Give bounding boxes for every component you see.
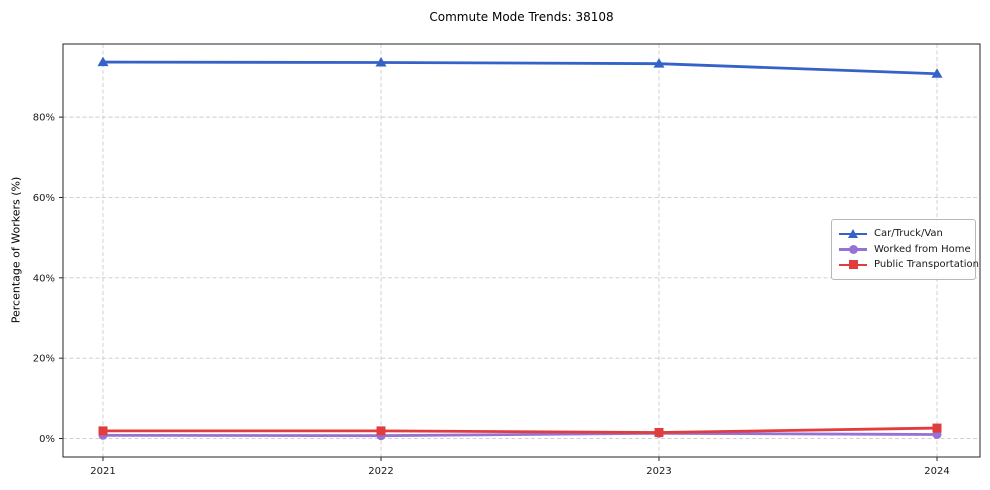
chart-title: Commute Mode Trends: 38108 [429, 10, 614, 24]
legend-item-worked-from-home: Worked from Home [839, 242, 971, 258]
y-tick-label: 20% [33, 354, 55, 365]
legend-label: Worked from Home [874, 243, 971, 255]
series-line-worked-from-home [102, 431, 938, 438]
legend-item-public-transportation: Public Transportation [839, 257, 979, 273]
x-tick-label: 2023 [646, 466, 671, 477]
square-marker-icon [839, 259, 867, 271]
legend-item-car-truck-van: Car/Truck/Van [839, 226, 967, 242]
x-tick-label: 2022 [368, 466, 393, 477]
series-marker-car-truck-van [653, 58, 665, 68]
legend-label: Public Transportation [874, 259, 979, 271]
series-marker-car-truck-van [97, 56, 109, 67]
circle-marker-icon [839, 243, 867, 255]
series-line-public-transportation [103, 426, 938, 434]
series-marker-car-truck-van [931, 68, 943, 78]
y-tick-label: 40% [33, 273, 55, 284]
plot-border [62, 43, 981, 458]
x-tick-label: 2021 [90, 466, 115, 477]
x-tick-label: 2024 [924, 466, 949, 477]
series-marker-public-transportation [932, 423, 942, 433]
series-line-car-truck-van [102, 60, 938, 76]
legend-label: Car/Truck/Van [874, 228, 943, 240]
y-tick-label: 80% [33, 113, 55, 124]
legend: Car/Truck/Van Worked from Home Public Tran… [831, 219, 979, 280]
triangle-marker-icon [839, 228, 867, 240]
y-tick-label: 60% [33, 193, 55, 204]
y-tick-label: 0% [39, 434, 55, 445]
series-marker-car-truck-van [375, 56, 387, 67]
series-marker-public-transportation [654, 427, 664, 437]
series-marker-public-transportation [98, 426, 108, 436]
series-marker-public-transportation [376, 426, 386, 436]
